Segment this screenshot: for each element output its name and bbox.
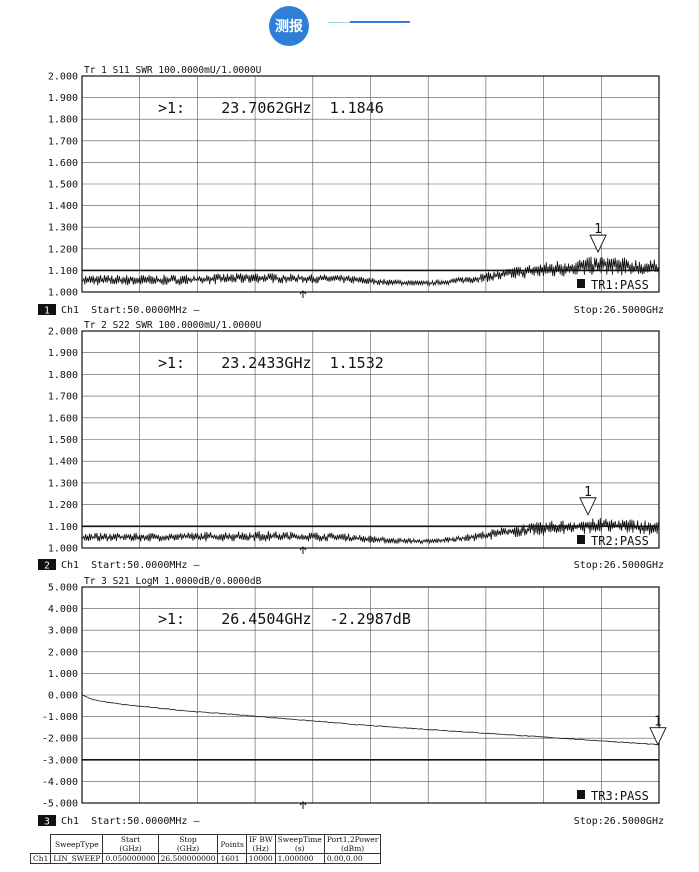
sweep-start-label: Ch1 Start:50.0000MHz — [61,560,200,571]
y-tick-label: 1.200 [48,500,78,511]
y-tick-label: 1.000 [48,544,78,555]
marker-triangle-icon [649,727,667,746]
y-tick-label: 1.500 [48,180,78,191]
sweep-start-label: Ch1 Start:50.0000MHz — [61,816,200,827]
plot-frame [81,330,660,549]
marker-label: 1 [654,715,662,730]
stimulus-arrow-icon [299,801,307,809]
marker-label: 1 [584,485,592,500]
settings-header-cell: SweepTime (s) [274,834,325,854]
y-tick-label: 2.000 [48,327,78,338]
status-square-icon [577,790,585,799]
y-tick-label: 1.300 [48,478,78,489]
settings-value-cell: 0.00,0.00 [323,853,382,864]
y-tick-label: 2.000 [48,647,78,658]
trace-title: Tr 1 S11 SWR 100.0000mU/1.0000U [84,65,262,76]
settings-header-cell [30,834,52,854]
marker-triangle-icon [589,234,607,254]
sweep-settings-table: SweepType Start (GHz) Stop (GHz) Points IF… [29,834,382,864]
trace-status: TR1:PASS [591,278,649,292]
trace-line [81,517,660,545]
channel-number: 2 [44,561,50,572]
settings-header-cell: SweepType [50,834,104,854]
y-tick-label: 1.400 [48,201,78,212]
channel-number-box [38,559,56,570]
stimulus-arrow-icon [299,546,307,554]
y-tick-label: 1.400 [48,457,78,468]
sweep-stop-label: Stop:26.5000GHz [574,305,664,316]
y-tick-label: -1.000 [42,712,78,723]
settings-value-cell: LIN_SWEEP [50,853,104,864]
y-tick-label: 1.900 [48,348,78,359]
y-tick-label: -4.000 [42,777,78,788]
settings-value-cell: 26.500000000 [157,853,219,864]
sweep-stop-label: Stop:26.5000GHz [574,816,664,827]
header-divider-thin [328,22,350,23]
settings-header-cell: Stop (GHz) [157,834,219,854]
y-tick-label: 1.800 [48,370,78,381]
y-tick-label: 1.700 [48,392,78,403]
settings-header-row: SweepType Start (GHz) Stop (GHz) Points IF… [30,834,382,854]
trace-title: Tr 2 S22 SWR 100.0000mU/1.0000U [84,320,262,331]
trace-line [81,694,658,746]
status-square-icon [577,279,585,288]
channel-number: 1 [44,306,50,317]
marker-readout: >1: 26.4504GHz -2.2987dB [158,610,411,628]
marker-readout: >1: 23.7062GHz 1.1846 [158,99,384,117]
channel-number: 3 [44,817,50,828]
y-tick-label: 5.000 [48,583,78,594]
y-tick-label: 4.000 [48,604,78,615]
y-tick-label: 3.000 [48,626,78,637]
status-square-icon [577,535,585,544]
y-tick-label: 1.600 [48,158,78,169]
channel-number-box [38,815,56,826]
settings-value-cell: 0.050000000 [102,853,159,864]
y-tick-label: 1.000 [48,669,78,680]
channel-number-box [38,304,56,315]
sweep-stop-label: Stop:26.5000GHz [574,560,664,571]
y-tick-label: 0.000 [48,691,78,702]
settings-value-cell: Ch1 [29,853,52,864]
trace-status: TR3:PASS [591,789,649,803]
stimulus-arrow-icon [299,290,307,298]
y-tick-label: 1.300 [48,223,78,234]
trace-title: Tr 3 S21 LogM 1.0000dB/0.0000dB [84,576,262,587]
settings-header-cell: IF BW (Hz) [245,834,276,854]
y-tick-label: 1.700 [48,136,78,147]
settings-header-cell: Start (GHz) [102,834,159,854]
settings-header-cell: Points [217,834,247,854]
plot-frame [81,75,660,293]
marker-readout: >1: 23.2433GHz 1.1532 [158,354,384,372]
settings-value-cell: 10000 [245,853,276,864]
settings-header-cell: Port1,2Power (dBm) [323,834,382,854]
y-tick-label: -2.000 [42,734,78,745]
y-tick-label: 1.600 [48,413,78,424]
trace-line [81,256,660,287]
marker-label: 1 [594,222,602,237]
trace-status: TR2:PASS [591,534,649,548]
settings-value-cell: 1601 [217,853,247,864]
marker-triangle-icon [579,497,597,516]
y-tick-label: -5.000 [42,799,78,810]
y-tick-label: 1.100 [48,266,78,277]
sweep-start-label: Ch1 Start:50.0000MHz — [61,305,200,316]
y-tick-label: 1.800 [48,115,78,126]
header-divider-accent [350,21,410,23]
settings-value-cell: 1.000000 [274,853,325,864]
y-tick-label: 1.500 [48,435,78,446]
y-tick-label: 1.900 [48,93,78,104]
y-tick-label: 1.000 [48,288,78,299]
settings-value-row: Ch1 LIN_SWEEP 0.050000000 26.500000000 1… [29,853,382,864]
y-tick-label: 1.100 [48,522,78,533]
y-tick-label: 2.000 [48,72,78,83]
y-tick-label: 1.200 [48,244,78,255]
report-badge: 测报 [269,6,309,46]
y-tick-label: -3.000 [42,755,78,766]
